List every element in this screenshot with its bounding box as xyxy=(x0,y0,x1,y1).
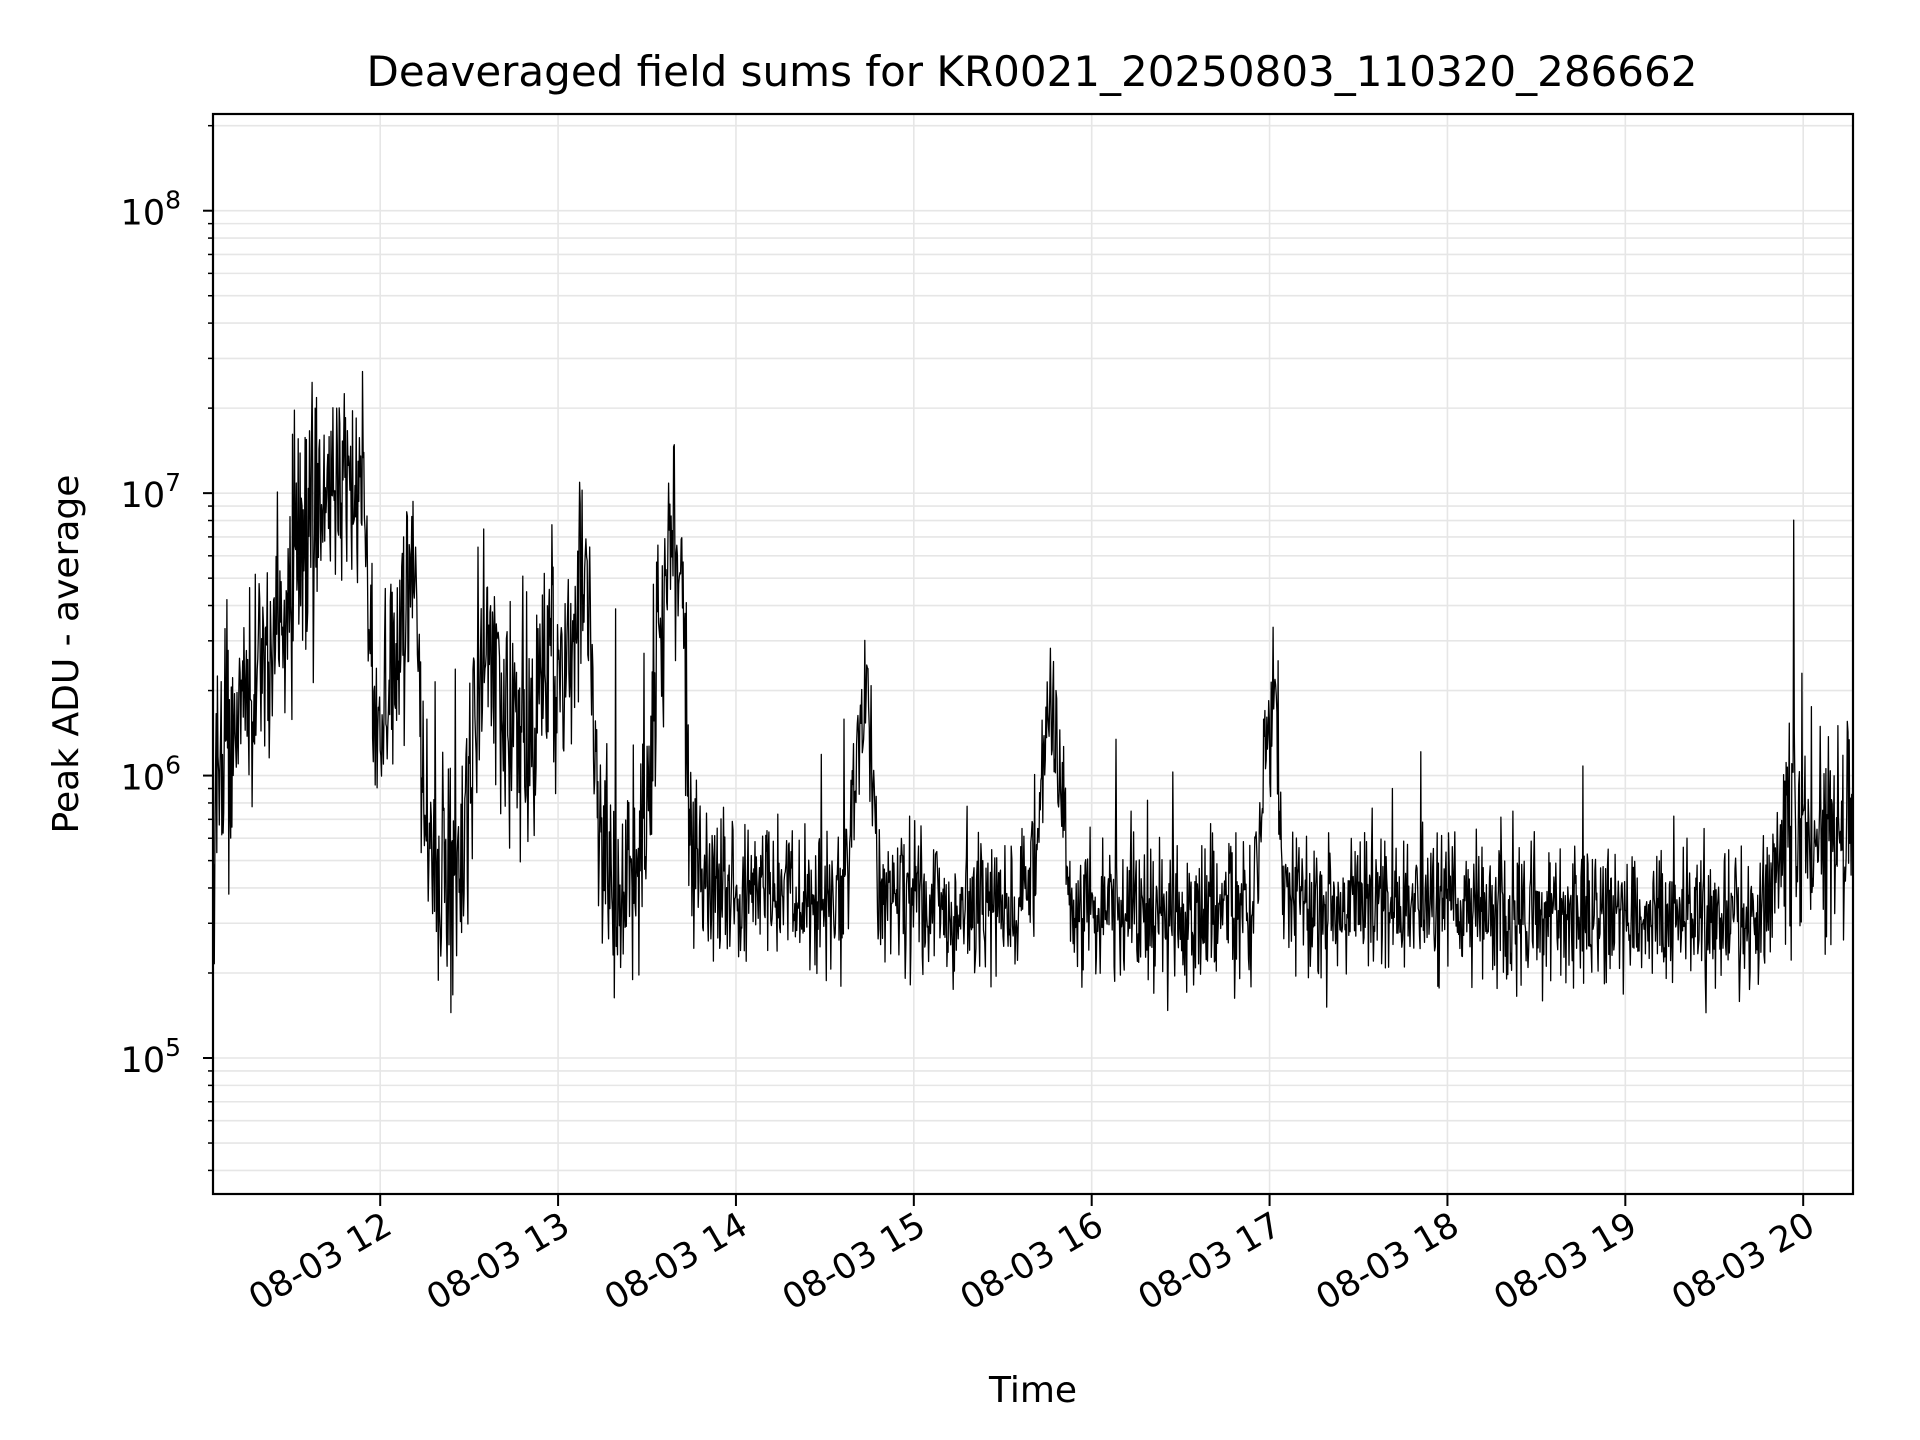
series-layer xyxy=(212,370,1854,1014)
plot-frame xyxy=(211,112,1855,1196)
x-axis-label: Time xyxy=(988,1370,1077,1411)
series-line xyxy=(212,370,1854,1014)
chart-title: Deaveraged field sums for KR0021_2025080… xyxy=(367,47,1698,96)
y-axis-label: Peak ADU - average xyxy=(46,475,87,834)
